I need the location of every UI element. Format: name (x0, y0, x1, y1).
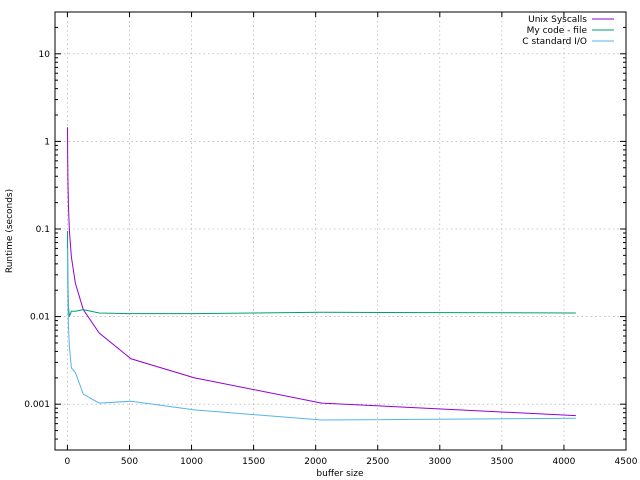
grid (55, 12, 627, 450)
y-tick-label: 1 (44, 137, 50, 147)
axis-ticks: 0 500 1000 1500 2000 2500 3000 3500 4000 4500 0.00… (24, 11, 638, 467)
series-line-2 (67, 248, 576, 421)
series-line-1 (67, 230, 576, 317)
x-tick-label: 0 (65, 457, 71, 467)
y-tick-label: 0.01 (30, 313, 50, 323)
x-tick-label: 500 (121, 457, 138, 467)
legend-label: C standard I/O (522, 37, 587, 47)
x-tick-label: 1000 (180, 457, 203, 467)
x-tick-label: 3000 (428, 457, 451, 467)
legend-label: Unix Syscalls (528, 15, 587, 25)
y-axis-label: Runtime (seconds) (5, 189, 15, 273)
x-axis-label: buffer size (316, 469, 364, 479)
x-tick-label: 3500 (490, 457, 513, 467)
x-tick-label: 1500 (242, 457, 265, 467)
series-group (67, 127, 576, 421)
legend-label: My code - file (527, 26, 588, 36)
y-tick-label: 10 (39, 50, 51, 60)
x-tick-label: 2000 (304, 457, 327, 467)
series-line-0 (67, 127, 576, 417)
y-tick-label: 0.001 (24, 400, 50, 410)
x-tick-label: 4500 (615, 457, 638, 467)
x-tick-label: 2500 (366, 457, 389, 467)
y-tick-label: 0.1 (36, 225, 50, 235)
x-tick-label: 4000 (552, 457, 575, 467)
plot-frame (54, 11, 627, 451)
